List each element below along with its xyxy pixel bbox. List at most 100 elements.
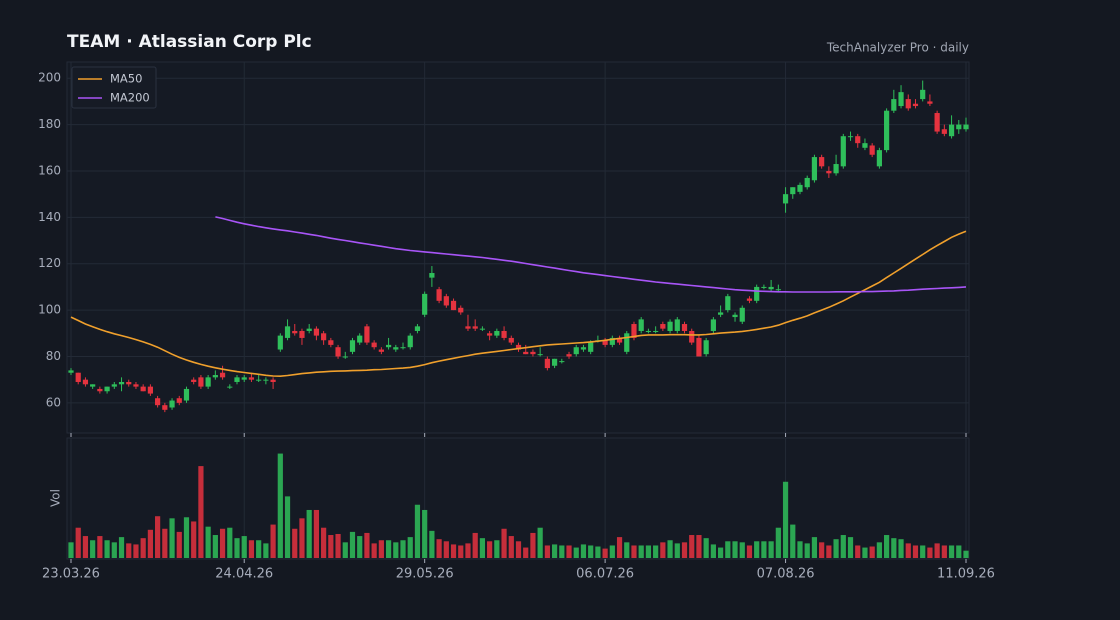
volume-bar — [371, 543, 377, 558]
volume-bar — [126, 543, 132, 558]
candle-body — [826, 170, 832, 174]
candle-body — [624, 333, 630, 352]
candle-body — [573, 347, 579, 355]
volume-bar — [349, 531, 356, 558]
candle-body — [508, 337, 514, 343]
volume-bar — [631, 545, 637, 558]
candle-body — [256, 379, 262, 381]
volume-bar — [328, 535, 334, 558]
volume-bar — [797, 541, 803, 558]
volume-bar — [768, 541, 774, 558]
volume-bar — [530, 532, 536, 558]
volume-bar — [162, 528, 168, 558]
volume-bar — [775, 527, 781, 558]
candle-body — [566, 354, 572, 357]
candle-body — [494, 330, 500, 336]
volume-bar — [732, 541, 738, 558]
x-tick-label: 11.09.26 — [937, 567, 995, 582]
candle-body — [674, 319, 680, 331]
candle-body — [429, 273, 435, 278]
volume-bar — [667, 540, 673, 558]
candle-body — [371, 342, 377, 348]
candle-body — [422, 293, 428, 315]
volume-bar — [313, 509, 320, 558]
volume-bar — [422, 509, 428, 558]
volume-bar — [212, 535, 218, 558]
candle-body — [241, 377, 247, 380]
candle-body — [638, 319, 644, 331]
volume-bar — [205, 526, 211, 558]
candle-body — [609, 337, 615, 345]
volume-bar — [595, 546, 601, 558]
volume-bar — [472, 532, 478, 558]
candle-body — [147, 386, 153, 394]
volume-bar — [905, 543, 911, 558]
volume-bar — [111, 542, 117, 558]
volume-bar — [884, 535, 890, 558]
legend: MA50 MA200 — [71, 66, 157, 109]
volume-bar — [927, 547, 933, 558]
candle-body — [357, 335, 363, 343]
candle-body — [660, 324, 666, 329]
candle-body — [645, 330, 652, 332]
volume-bar — [118, 537, 125, 558]
candle-body — [963, 124, 969, 130]
candle-body — [869, 145, 875, 155]
candle-body — [118, 381, 125, 385]
volume-bar — [234, 538, 240, 558]
legend-label: MA200 — [110, 91, 150, 105]
volume-bar — [876, 542, 882, 558]
volume-bar — [681, 542, 688, 558]
candle-body — [198, 377, 204, 387]
volume-bar — [515, 541, 522, 558]
volume-bar — [292, 528, 298, 558]
candle-body — [653, 330, 659, 332]
volume-bar — [551, 544, 558, 558]
volume-bar — [97, 536, 103, 558]
candle-body — [501, 330, 507, 338]
volume-bar — [306, 509, 312, 558]
candle-body — [169, 400, 175, 408]
candle-body — [746, 298, 753, 301]
volume-bar — [393, 542, 399, 558]
candle-body — [782, 194, 789, 204]
volume-bar — [183, 517, 190, 558]
candle-body — [364, 326, 370, 343]
volume-bar — [689, 535, 695, 558]
candle-body — [696, 337, 702, 357]
volume-bar — [241, 536, 247, 558]
volume-bar — [487, 541, 493, 558]
candle-body — [768, 286, 774, 290]
volume-bar — [407, 537, 413, 558]
candle-body — [205, 377, 211, 387]
candle-body — [277, 335, 283, 350]
volume-bar — [717, 547, 724, 558]
volume-bar — [284, 496, 291, 558]
x-tick-label: 23.03.26 — [42, 567, 100, 582]
candle-body — [530, 351, 536, 355]
volume-bar — [248, 540, 255, 558]
y-tick-label: 80 — [46, 349, 61, 363]
candle-body — [891, 99, 897, 111]
candle-body — [191, 379, 197, 382]
volume-bar — [811, 537, 818, 558]
volume-bar — [739, 542, 745, 558]
candle-body — [400, 347, 406, 349]
y-tick-label: 200 — [38, 71, 61, 85]
candle-body — [68, 370, 74, 373]
volume-bar — [82, 536, 89, 558]
candle-body — [703, 340, 709, 355]
x-tick-label: 06.07.26 — [576, 567, 634, 582]
volume-bar — [804, 543, 810, 558]
volume-bar — [588, 545, 594, 558]
candle-body — [905, 99, 911, 109]
candle-body — [162, 405, 168, 410]
x-tick-label: 07.08.26 — [757, 567, 815, 582]
volume-bar — [321, 527, 327, 558]
candle-body — [75, 372, 81, 382]
candle-body — [689, 330, 695, 343]
x-tick-label: 29.05.26 — [396, 567, 454, 582]
volume-bar — [696, 535, 702, 558]
volume-bar — [133, 544, 139, 558]
candle-body — [551, 358, 558, 366]
